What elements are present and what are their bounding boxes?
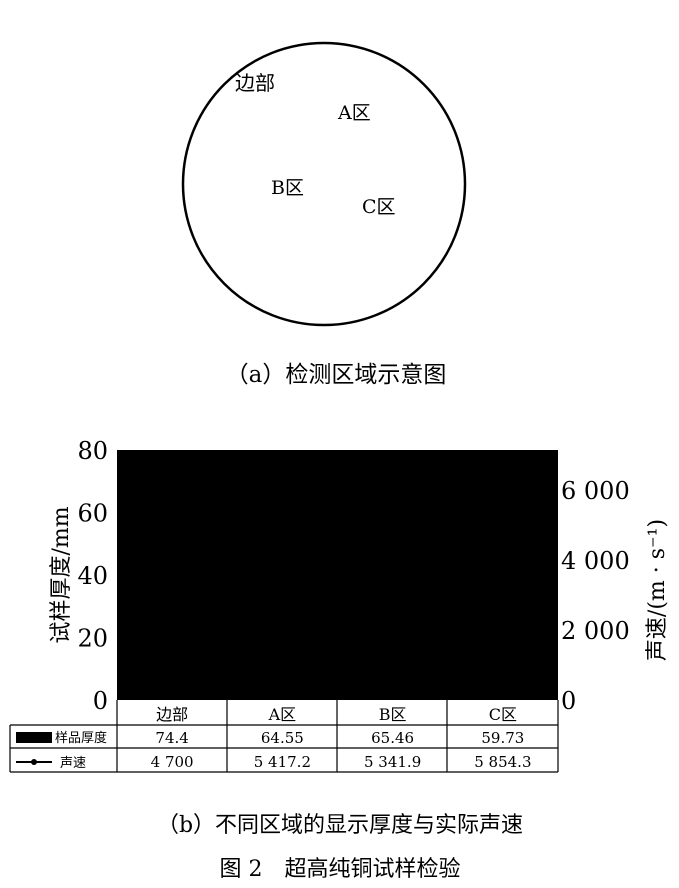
legend-velocity: 声速 — [60, 756, 86, 771]
table-category: A区 — [268, 705, 297, 724]
table-velocity-value: 5 854.3 — [474, 753, 531, 771]
point-velocity-0 — [169, 532, 176, 539]
caption-b: （b）不同区域的显示厚度与实际声速 — [157, 813, 523, 838]
table-velocity-value: 5 417.2 — [254, 753, 311, 771]
figure-caption: 图 2 超高纯铜试样检验 — [220, 857, 461, 882]
point-velocity-3 — [499, 492, 506, 499]
table-thickness-value: 74.4 — [155, 729, 188, 747]
y-tick-left: 80 — [77, 437, 108, 465]
bar-thickness-1 — [254, 498, 310, 700]
legend-thickness: 样品厚度 — [55, 730, 107, 746]
y-tick-right: 0 — [561, 687, 576, 715]
y-tick-left: 20 — [77, 625, 108, 653]
y-axis-label-right: 声速/(m · s⁻¹) — [645, 519, 670, 661]
y-tick-right: 2 000 — [561, 617, 630, 645]
label-zone-b: B区 — [271, 177, 304, 199]
y-tick-right: 4 000 — [561, 547, 630, 575]
y-tick-left: 60 — [77, 500, 108, 528]
bar-thickness-2 — [365, 495, 421, 700]
label-zone-a: A区 — [337, 102, 371, 124]
table-thickness-value: 59.73 — [481, 729, 524, 747]
sample-circle — [181, 41, 467, 327]
legend-line-marker — [31, 759, 37, 765]
legend-bar-swatch — [16, 732, 52, 743]
y-tick-left: 40 — [77, 562, 108, 590]
label-zone-c: C区 — [362, 196, 396, 218]
y-axis-label-left: 试样厚度/mm — [49, 506, 74, 643]
y-tick-right: 6 000 — [561, 477, 630, 505]
table-category: B区 — [379, 705, 407, 724]
table-thickness-value: 65.46 — [371, 729, 414, 747]
label-edge: 边部 — [235, 71, 275, 95]
table-velocity-value: 4 700 — [151, 753, 194, 771]
bar-thickness-0 — [144, 467, 200, 700]
point-velocity-2 — [389, 509, 396, 516]
table-category: C区 — [489, 705, 517, 724]
table-category: 边部 — [156, 705, 188, 724]
table-thickness-value: 64.55 — [261, 729, 304, 747]
y-tick-left: 0 — [93, 687, 108, 715]
table-velocity-value: 5 341.9 — [364, 753, 421, 771]
bar-thickness-3 — [475, 513, 531, 700]
point-velocity-1 — [279, 507, 286, 514]
line-velocity — [171, 494, 504, 537]
caption-a: （a）检测区域示意图 — [226, 362, 447, 388]
